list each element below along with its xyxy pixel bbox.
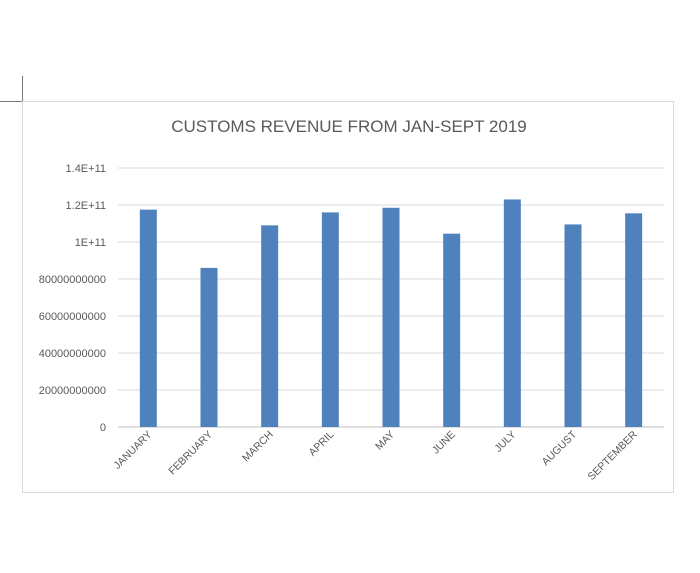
y-tick-label: 0 bbox=[100, 422, 106, 434]
corner-mark bbox=[0, 101, 22, 102]
x-tick-label: JUNE bbox=[430, 429, 458, 457]
y-tick-label: 80000000000 bbox=[39, 274, 106, 286]
y-tick-label: 60000000000 bbox=[39, 311, 106, 323]
x-tick-label: JANUARY bbox=[111, 429, 154, 472]
bar-february bbox=[200, 267, 218, 427]
bar-june bbox=[443, 233, 461, 427]
corner-mark bbox=[22, 76, 23, 102]
bar-september bbox=[625, 213, 643, 427]
y-axis-ticks: 0 20000000000 40000000000 60000000000 800000… bbox=[39, 163, 106, 434]
y-tick-label: 20000000000 bbox=[39, 385, 106, 397]
y-tick-label: 1E+11 bbox=[75, 237, 106, 249]
x-tick-label: AUGUST bbox=[540, 428, 580, 468]
bar-may bbox=[382, 207, 400, 427]
x-axis-ticks: JANUARY FEBRUARY MARCH APRIL MAY JUNE JULY AUGU… bbox=[111, 428, 640, 483]
bar-april bbox=[321, 212, 339, 427]
bars bbox=[139, 199, 643, 427]
x-tick-label: JULY bbox=[492, 429, 518, 455]
y-tick-label: 1.4E+11 bbox=[66, 163, 106, 175]
bar-july bbox=[503, 199, 521, 427]
y-tick-label: 1.2E+11 bbox=[66, 200, 106, 212]
x-tick-label: SEPTEMBER bbox=[586, 428, 641, 483]
chart-title: CUSTOMS REVENUE FROM JAN-SEPT 2019 bbox=[171, 117, 527, 136]
x-tick-label: FEBRUARY bbox=[166, 429, 215, 478]
bar-march bbox=[261, 225, 279, 427]
x-tick-label: MARCH bbox=[240, 429, 276, 465]
bar-january bbox=[139, 209, 157, 427]
x-tick-label: MAY bbox=[373, 429, 397, 453]
y-tick-label: 40000000000 bbox=[39, 348, 106, 360]
x-tick-label: APRIL bbox=[307, 429, 337, 459]
bar-august bbox=[564, 224, 582, 427]
